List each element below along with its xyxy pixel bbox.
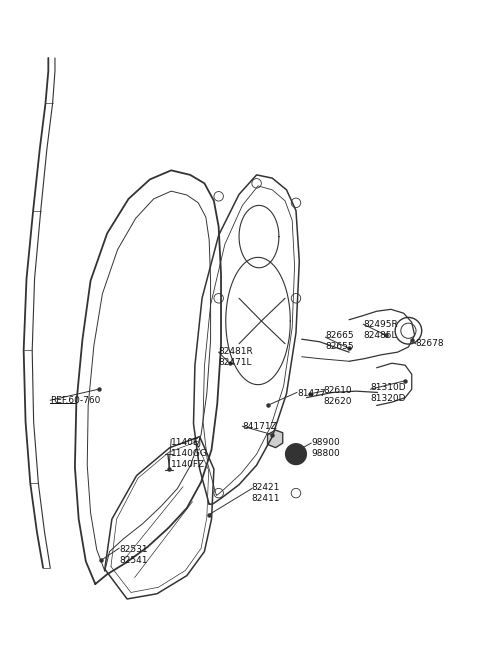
Text: 82495R
82485L: 82495R 82485L: [363, 320, 398, 340]
Polygon shape: [267, 430, 283, 447]
Text: 82481R
82471L: 82481R 82471L: [219, 347, 253, 367]
Circle shape: [286, 443, 306, 464]
Text: 84171Z: 84171Z: [242, 422, 277, 431]
Text: 98900
98800: 98900 98800: [311, 438, 340, 458]
Text: 81310D
81320D: 81310D 81320D: [371, 383, 406, 403]
Text: 82610
82620: 82610 82620: [323, 386, 352, 406]
Text: 82678: 82678: [416, 339, 444, 348]
Text: 81477: 81477: [297, 389, 325, 398]
Text: 82531
82541: 82531 82541: [119, 545, 148, 565]
Text: 82421
82411: 82421 82411: [252, 483, 280, 504]
Text: 1140EJ
1140GG
1140FZ: 1140EJ 1140GG 1140FZ: [171, 438, 208, 469]
Text: REF.60-760: REF.60-760: [50, 396, 101, 405]
Text: 82665
82655: 82665 82655: [325, 331, 354, 351]
